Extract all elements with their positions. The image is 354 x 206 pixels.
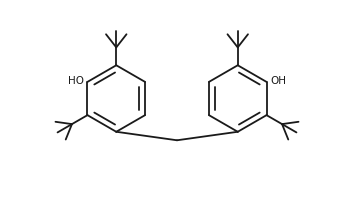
Text: HO: HO <box>68 76 84 86</box>
Text: OH: OH <box>270 76 286 86</box>
